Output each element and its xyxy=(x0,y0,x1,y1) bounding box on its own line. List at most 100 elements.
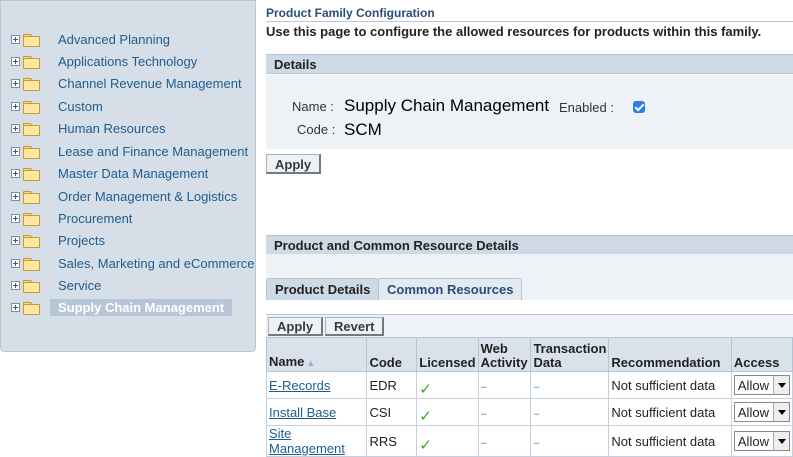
tree-item-label[interactable]: Order Management & Logistics xyxy=(58,188,238,204)
folder-icon xyxy=(23,212,40,226)
tree-item-label[interactable]: Service xyxy=(58,277,102,293)
checkmark-icon: ✓ xyxy=(419,408,432,425)
sort-ascending-icon[interactable]: ▲ xyxy=(306,358,316,368)
tree-item-channel-revenue-management[interactable]: Channel Revenue Management xyxy=(11,72,242,94)
table-revert-button[interactable]: Revert xyxy=(325,317,385,336)
dropdown-arrow-icon[interactable] xyxy=(772,403,789,421)
name-value: Supply Chain Management xyxy=(344,96,550,115)
folder-icon xyxy=(23,77,40,91)
dropdown-arrow-icon[interactable] xyxy=(772,376,789,394)
column-code: Code xyxy=(366,337,418,372)
tree-item-supply-chain-management[interactable]: Supply Chain Management xyxy=(11,296,233,318)
expand-icon[interactable] xyxy=(11,235,20,245)
tree-item-service[interactable]: Service xyxy=(11,274,101,296)
resource-link-site-management[interactable]: Site Management xyxy=(269,426,345,456)
expand-icon[interactable] xyxy=(11,191,20,201)
table-row: E-Records EDR ✓ -- -- Not sufficient dat… xyxy=(265,371,793,399)
tree-item-label[interactable]: Sales, Marketing and eCommerce xyxy=(58,255,255,271)
expand-icon[interactable] xyxy=(11,34,20,44)
folder-icon xyxy=(23,190,40,204)
folder-icon xyxy=(23,145,40,159)
expand-icon[interactable] xyxy=(11,168,20,178)
resources-section-header: Product and Common Resource Details xyxy=(266,235,793,255)
checkmark-icon: ✓ xyxy=(419,437,432,454)
access-select[interactable]: Allow xyxy=(733,431,790,451)
folder-icon xyxy=(23,234,40,248)
column-licensed: Licensed xyxy=(416,337,479,372)
table-header-row: Name ▲ Code Licensed Web Activity Transac… xyxy=(265,337,793,372)
code-value: SCM xyxy=(344,120,382,139)
tree-item-label[interactable]: Master Data Management xyxy=(58,165,209,181)
expand-icon[interactable] xyxy=(11,280,20,290)
expand-icon[interactable] xyxy=(11,78,20,88)
tree-item-label[interactable]: Human Resources xyxy=(58,120,166,136)
tree-item-master-data-management[interactable]: Master Data Management xyxy=(11,162,208,184)
checkmark-icon: ✓ xyxy=(419,381,432,398)
tree-item-label[interactable]: Procurement xyxy=(58,210,133,226)
code-label: Code : xyxy=(297,122,336,137)
tree-item-label[interactable]: Projects xyxy=(58,232,105,248)
tree-item-custom[interactable]: Custom xyxy=(11,95,103,117)
tree-item-label[interactable]: Advanced Planning xyxy=(58,31,171,47)
tree-item-applications-technology[interactable]: Applications Technology xyxy=(11,50,197,72)
tree-item-procurement[interactable]: Procurement xyxy=(11,207,132,229)
tree-item-projects[interactable]: Projects xyxy=(11,229,105,251)
enabled-label: Enabled : xyxy=(559,100,614,115)
no-data-icon: -- xyxy=(533,407,539,420)
table-row: Install Base CSI ✓ -- -- Not sufficient … xyxy=(265,398,793,426)
recommendation-cell: Not sufficient data xyxy=(608,425,732,457)
column-web-activity: Web Activity xyxy=(477,337,532,372)
details-apply-button[interactable]: Apply xyxy=(266,154,322,174)
tab-common-resources[interactable]: Common Resources xyxy=(378,278,523,300)
tree-item-label[interactable]: Lease and Finance Management xyxy=(58,143,249,159)
resource-link-install-base[interactable]: Install Base xyxy=(269,404,337,420)
details-panel: Name : Supply Chain Management Enabled :… xyxy=(266,75,793,149)
expand-icon[interactable] xyxy=(11,146,20,156)
expand-icon[interactable] xyxy=(11,258,20,268)
page-instruction: Use this page to configure the allowed r… xyxy=(266,24,762,39)
no-data-icon: -- xyxy=(533,436,539,449)
resource-link-e-records[interactable]: E-Records xyxy=(269,377,331,393)
access-select-value: Allow xyxy=(737,433,769,449)
tree-item-order-management-logistics[interactable]: Order Management & Logistics xyxy=(11,185,237,207)
tree-item-label-selected[interactable]: Supply Chain Management xyxy=(50,298,233,316)
no-data-icon: -- xyxy=(480,436,487,449)
tab-product-details[interactable]: Product Details xyxy=(266,278,380,300)
access-select-value: Allow xyxy=(737,404,769,420)
expand-icon[interactable] xyxy=(11,56,20,66)
expand-icon[interactable] xyxy=(11,213,20,223)
column-access: Access xyxy=(730,337,793,372)
expand-icon[interactable] xyxy=(11,101,20,111)
name-label: Name : xyxy=(292,99,334,114)
tree-item-label[interactable]: Custom xyxy=(58,98,103,114)
expand-icon[interactable] xyxy=(11,302,20,312)
tree-item-lease-and-finance-management[interactable]: Lease and Finance Management xyxy=(11,140,248,162)
enabled-checkbox[interactable] xyxy=(633,101,645,113)
code-cell: CSI xyxy=(366,398,418,426)
column-transaction-data: Transaction Data xyxy=(530,337,610,372)
access-select[interactable]: Allow xyxy=(733,402,790,422)
table-toolbar: Apply Revert xyxy=(266,314,793,338)
tree-item-label[interactable]: Channel Revenue Management xyxy=(58,75,242,91)
folder-icon xyxy=(23,167,40,181)
dropdown-arrow-icon[interactable] xyxy=(772,432,789,450)
tree-item-human-resources[interactable]: Human Resources xyxy=(11,117,166,139)
table-apply-button[interactable]: Apply xyxy=(268,317,324,336)
no-data-icon: -- xyxy=(533,380,539,393)
column-name[interactable]: Name ▲ xyxy=(265,337,368,372)
access-select[interactable]: Allow xyxy=(733,375,790,395)
folder-icon xyxy=(23,301,40,315)
no-data-icon: -- xyxy=(480,380,487,393)
recommendation-cell: Not sufficient data xyxy=(608,371,732,399)
folder-icon xyxy=(23,100,40,114)
table-row: Site Management RRS ✓ -- -- Not sufficie… xyxy=(265,425,793,457)
tree-item-sales-marketing-ecommerce[interactable]: Sales, Marketing and eCommerce xyxy=(11,252,255,274)
tree-item-label[interactable]: Applications Technology xyxy=(58,53,198,69)
resources-table: Name ▲ Code Licensed Web Activity Transac… xyxy=(265,337,793,457)
page-title: Product Family Configuration xyxy=(266,6,793,22)
column-recommendation: Recommendation xyxy=(608,337,732,372)
access-select-value: Allow xyxy=(737,377,769,393)
tree-item-advanced-planning[interactable]: Advanced Planning xyxy=(11,28,170,50)
folder-icon xyxy=(23,33,40,47)
expand-icon[interactable] xyxy=(11,123,20,133)
